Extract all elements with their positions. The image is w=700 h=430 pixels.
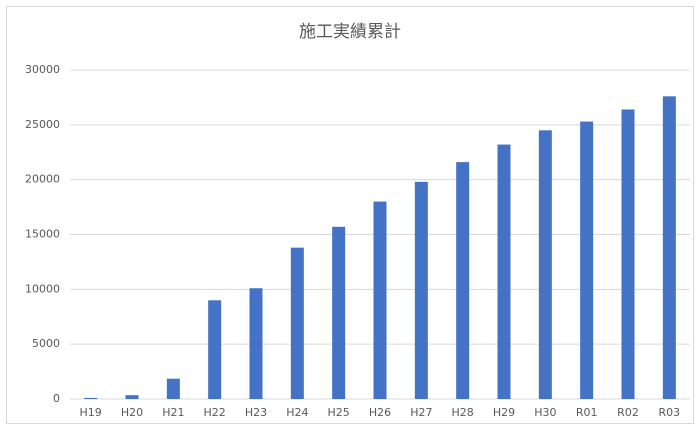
x-tick-label: R01	[576, 406, 598, 419]
y-tick-label: 25000	[25, 118, 60, 131]
chart-border	[6, 6, 694, 424]
x-tick-label: H27	[410, 406, 432, 419]
bar	[538, 130, 552, 400]
x-tick-label: H24	[286, 406, 308, 419]
bar	[373, 201, 387, 399]
bar	[84, 397, 98, 399]
bar	[662, 96, 676, 399]
bar	[621, 109, 635, 399]
x-tick-label: H22	[204, 406, 226, 419]
bar	[414, 181, 428, 399]
x-tick-label: H21	[162, 406, 184, 419]
y-tick-label: 30000	[25, 63, 60, 76]
bar	[497, 144, 511, 399]
y-tick-label: 15000	[25, 228, 60, 241]
bar	[332, 226, 346, 399]
x-tick-label: H23	[245, 406, 267, 419]
y-tick-label: 10000	[25, 282, 60, 295]
bar	[208, 300, 222, 399]
x-tick-label: H29	[493, 406, 515, 419]
chart-title: 施工実績累計	[299, 22, 401, 42]
y-tick-label: 20000	[25, 173, 60, 186]
bar	[580, 121, 594, 399]
x-tick-label: H28	[452, 406, 474, 419]
bar	[166, 378, 180, 399]
x-tick-label: H25	[328, 406, 350, 419]
bar	[456, 162, 470, 399]
bar	[249, 288, 263, 399]
x-tick-label: H30	[534, 406, 556, 419]
x-tick-label: H26	[369, 406, 391, 419]
bar	[125, 395, 139, 399]
y-tick-label: 5000	[32, 337, 60, 350]
x-tick-label: H20	[121, 406, 143, 419]
bar	[290, 247, 304, 399]
x-tick-label: R02	[617, 406, 639, 419]
y-tick-label: 0	[53, 392, 60, 405]
x-tick-label: R03	[659, 406, 681, 419]
x-tick-label: H19	[80, 406, 102, 419]
